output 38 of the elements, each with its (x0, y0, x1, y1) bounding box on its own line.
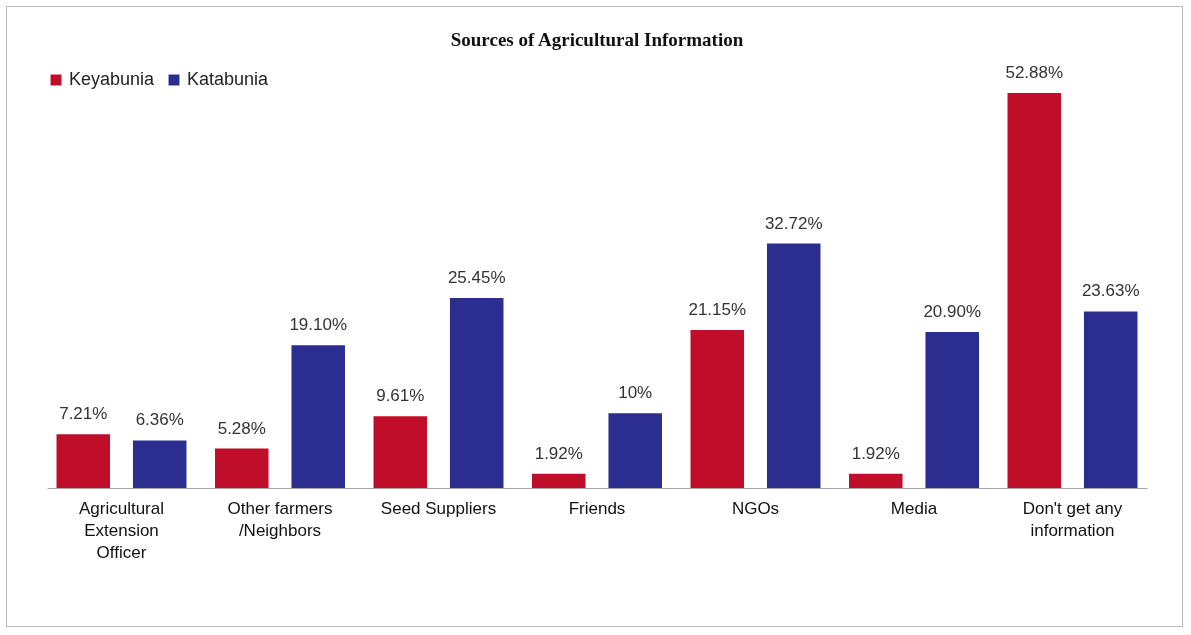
data-label: 19.10% (289, 315, 348, 335)
bar (925, 331, 979, 488)
data-label: 1.92% (534, 443, 583, 463)
x-tick-label: Agricultural Extension Officer (78, 498, 165, 562)
x-tick-label: Media (890, 498, 938, 518)
bar (849, 473, 903, 488)
legend-label: Keyabunia (69, 69, 156, 89)
bar (56, 434, 111, 488)
chart-title: Sources of Agricultural Information (450, 29, 744, 50)
bar (449, 297, 504, 488)
data-label: 32.72% (764, 213, 823, 233)
x-tick-label: Seed Suppliers (380, 498, 497, 518)
data-label: 7.21% (59, 404, 108, 424)
bar (1083, 311, 1138, 488)
data-label: 52.88% (1005, 63, 1064, 82)
data-label: 5.28% (217, 418, 266, 438)
data-label: 21.15% (688, 300, 747, 320)
x-tick-label: Friends (568, 498, 626, 518)
bar (532, 473, 586, 488)
bar (291, 345, 345, 488)
data-label: 6.36% (135, 410, 184, 430)
x-tick-label: Don't get any information (1022, 498, 1123, 540)
bar (373, 416, 428, 488)
data-label: 10% (618, 383, 653, 403)
data-label: 1.92% (851, 443, 900, 463)
bar (690, 330, 745, 488)
x-tick-label: Other farmers /Neighbors (227, 498, 333, 540)
data-label: 23.63% (1081, 281, 1140, 301)
bar (132, 440, 187, 488)
bar (766, 243, 821, 488)
data-label: 25.45% (447, 267, 506, 287)
x-tick-label: NGOs (731, 498, 780, 518)
legend-label: Katabunia (187, 69, 270, 89)
bar (215, 448, 269, 488)
data-label: 20.90% (923, 301, 982, 321)
bar (1007, 93, 1062, 488)
data-label: 9.61% (376, 386, 425, 406)
bar (608, 413, 662, 488)
